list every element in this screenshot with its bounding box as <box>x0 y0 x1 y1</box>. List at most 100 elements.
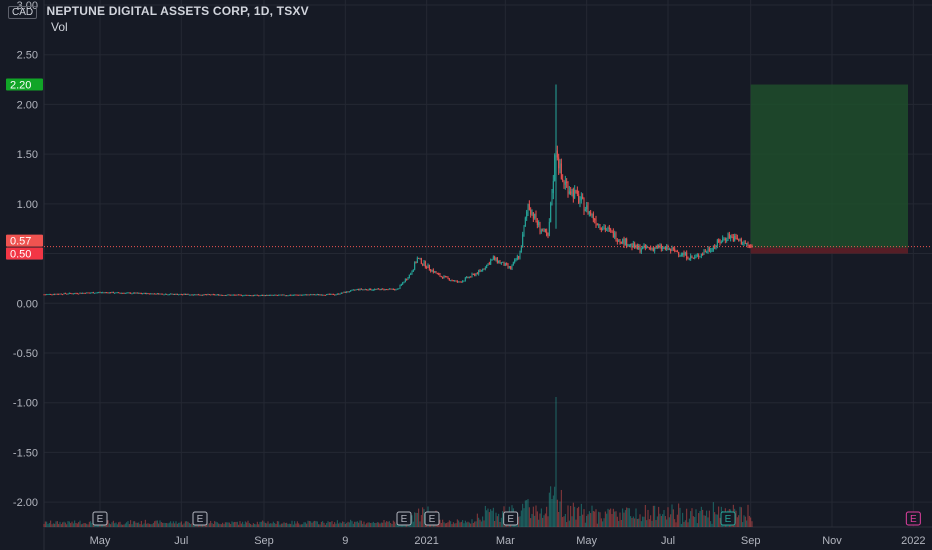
candle-body <box>274 294 276 296</box>
candle-body <box>394 289 396 291</box>
volume-bar <box>443 522 445 527</box>
volume-label[interactable]: Vol <box>51 20 68 34</box>
candle-body <box>76 293 78 295</box>
candle-body <box>559 163 561 169</box>
candle-body <box>567 182 569 194</box>
volume-bar <box>448 520 450 527</box>
volume-bar <box>642 516 644 527</box>
volume-bar <box>308 520 310 527</box>
candle-body <box>486 264 488 268</box>
volume-bar <box>634 518 636 527</box>
candle-body <box>127 292 129 294</box>
volume-bar <box>630 516 632 527</box>
candle-body <box>287 295 289 297</box>
candle-body <box>702 253 704 255</box>
candle-body <box>344 291 346 293</box>
candle-body <box>380 288 382 291</box>
candle-body <box>148 293 150 295</box>
candle-body <box>750 245 752 247</box>
candle-body <box>230 294 232 296</box>
candle-body <box>720 241 722 244</box>
candle-body <box>262 295 264 297</box>
volume-bar <box>351 521 353 527</box>
candle-body <box>278 294 280 296</box>
volume-bar <box>346 522 348 527</box>
volume-bar <box>150 524 152 527</box>
candle-body <box>300 294 302 296</box>
candle-body <box>276 295 278 297</box>
earnings-marker <box>396 511 412 526</box>
volume-bar <box>142 524 144 527</box>
volume-bar <box>562 517 564 527</box>
candle-body <box>576 190 578 195</box>
volume-bar <box>243 524 245 527</box>
volume-bar <box>310 521 312 527</box>
volume-bar <box>546 506 548 527</box>
volume-bar <box>582 514 584 527</box>
candle-body <box>198 294 200 296</box>
volume-bar <box>588 511 590 527</box>
candle-body <box>442 276 444 279</box>
volume-bar <box>468 522 470 527</box>
candle-body <box>676 251 678 253</box>
volume-bar <box>163 522 165 527</box>
candle-body <box>611 230 613 232</box>
volume-bar <box>439 519 441 527</box>
volume-bar <box>682 512 684 527</box>
candle-body <box>608 227 610 230</box>
time-axis[interactable]: May Jul Sep 9 2021 Mar May Jul Sep Nov 2022 <box>90 535 926 547</box>
volume-bar <box>520 510 522 527</box>
candle-body <box>724 238 726 241</box>
candle-body <box>347 291 349 293</box>
volume-bar <box>247 520 249 527</box>
candle-body <box>595 219 597 225</box>
candle-body <box>675 251 677 253</box>
volume-bar <box>268 523 270 527</box>
volume-bar <box>186 521 188 527</box>
volume-bar <box>540 508 542 527</box>
volume-bar <box>359 520 361 527</box>
candle-body <box>46 294 48 296</box>
candle-body <box>734 235 736 242</box>
candle-body <box>390 288 392 290</box>
volume-bar <box>418 508 420 527</box>
symbol-title[interactable]: NEPTUNE DIGITAL ASSETS CORP, 1D, TSXV <box>46 4 309 18</box>
candle-body <box>663 247 665 249</box>
volume-bar <box>527 499 529 527</box>
candle-body <box>351 289 353 291</box>
candle-body <box>239 294 241 296</box>
candle-body <box>506 263 508 265</box>
candle-body <box>459 281 461 283</box>
candle-body <box>499 260 501 264</box>
candle-body <box>475 273 477 276</box>
candle-body <box>92 292 94 294</box>
candle-body <box>424 261 426 268</box>
volume-bar <box>304 522 306 527</box>
currency-badge[interactable]: CAD <box>8 6 38 19</box>
price-axis[interactable]: 3.00 2.50 2.00 1.50 1.00 0.50 0.00 -0.50 -1.00 -1… <box>13 0 38 509</box>
candle-body <box>507 264 509 267</box>
position-zones[interactable] <box>750 84 908 254</box>
candle-body <box>260 295 262 297</box>
candle-body <box>746 243 748 245</box>
volume-bar <box>159 520 161 527</box>
volume-bar <box>246 522 248 527</box>
volume-bar <box>651 520 653 527</box>
candle-body <box>462 280 464 283</box>
volume-bar <box>282 523 284 527</box>
candle-body <box>387 289 389 291</box>
volume-bar <box>166 523 168 527</box>
volume-bar <box>188 523 190 527</box>
candle-body <box>648 247 650 249</box>
candle-body <box>710 250 712 252</box>
candle-body <box>264 295 266 297</box>
candle-body <box>436 273 438 275</box>
candle-body <box>134 292 136 294</box>
candle-body <box>298 294 300 296</box>
candle-body <box>400 284 402 286</box>
volume-bar <box>112 520 114 527</box>
candle-body <box>256 294 258 296</box>
candle-body <box>282 294 284 296</box>
